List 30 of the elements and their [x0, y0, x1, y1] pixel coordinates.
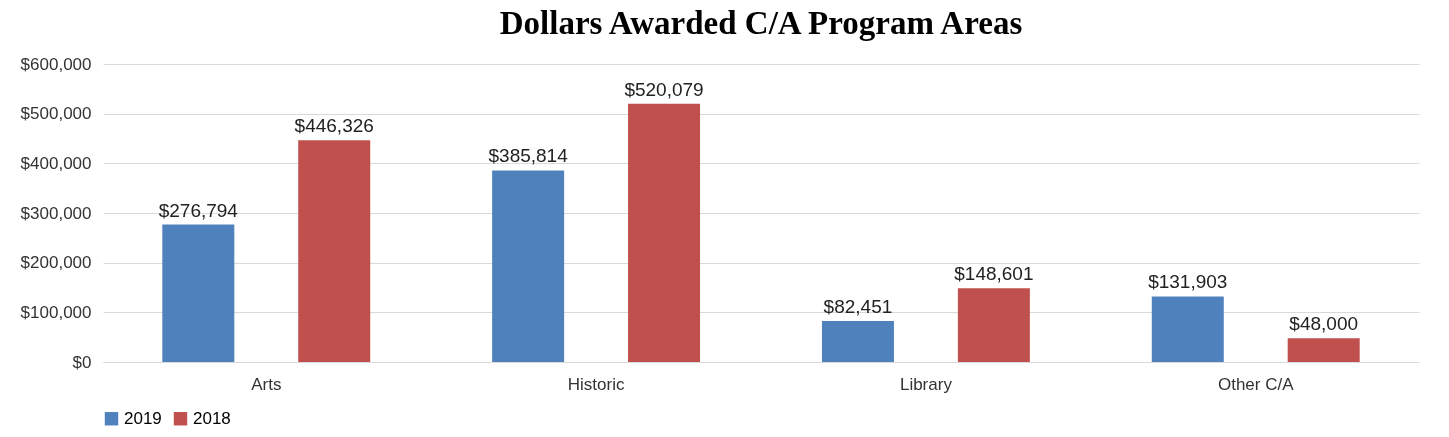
y-tick-label: $600,000 — [20, 54, 92, 74]
bar — [1151, 296, 1224, 362]
bar — [957, 288, 1030, 362]
x-tick-label: Arts — [251, 374, 282, 394]
data-label: $82,451 — [823, 296, 893, 318]
y-tick-label: $100,000 — [20, 302, 92, 322]
y-tick-label: $500,000 — [20, 104, 92, 124]
data-label: $520,079 — [624, 78, 704, 100]
data-label: $446,326 — [294, 115, 374, 137]
y-tick-label: $300,000 — [20, 203, 92, 223]
x-tick-label: Library — [899, 374, 953, 394]
chart-title: Dollars Awarded C/A Program Areas — [499, 5, 1023, 41]
data-label: $48,000 — [1289, 313, 1359, 335]
data-label: $131,903 — [1148, 271, 1228, 293]
x-tick-label: Historic — [567, 374, 625, 394]
y-tick-label: $400,000 — [20, 153, 92, 173]
data-label: $148,601 — [954, 263, 1034, 285]
bar — [1287, 338, 1360, 362]
x-tick-label: Other C/A — [1217, 374, 1295, 394]
data-label: $276,794 — [158, 199, 239, 221]
bar — [162, 224, 235, 362]
bar — [298, 140, 371, 362]
legend-label: 2018 — [193, 408, 231, 428]
data-label: $385,814 — [488, 145, 569, 167]
y-tick-label: $200,000 — [20, 253, 92, 273]
y-tick-label: $0 — [72, 352, 92, 372]
bar — [492, 170, 565, 362]
bar — [821, 321, 894, 362]
bar — [628, 103, 701, 362]
legend-label: 2019 — [124, 408, 162, 428]
